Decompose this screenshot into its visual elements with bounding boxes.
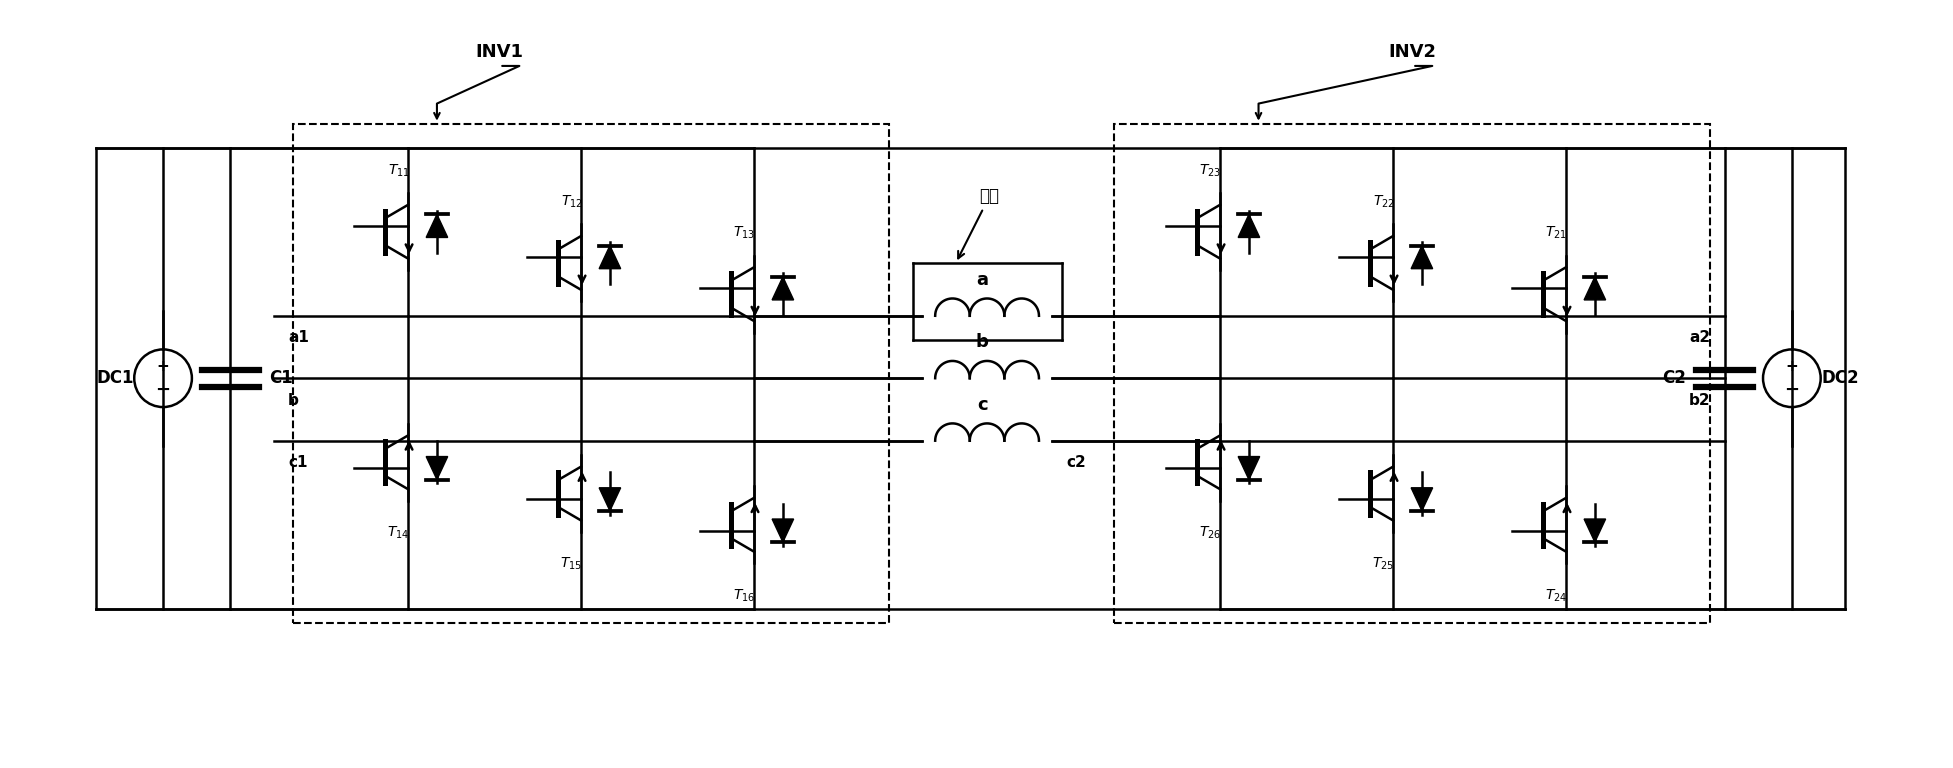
Text: $T_{23}$: $T_{23}$ <box>1199 163 1221 179</box>
Text: b2: b2 <box>1689 392 1711 408</box>
Text: INV1: INV1 <box>475 43 523 61</box>
Text: C1: C1 <box>270 369 293 387</box>
Text: $T_{12}$: $T_{12}$ <box>561 194 582 210</box>
Text: $T_{13}$: $T_{13}$ <box>734 225 756 241</box>
Text: b: b <box>976 333 988 351</box>
Text: $T_{22}$: $T_{22}$ <box>1373 194 1394 210</box>
Text: +: + <box>1785 359 1799 374</box>
Text: −: − <box>156 381 170 399</box>
Polygon shape <box>426 456 447 479</box>
Polygon shape <box>1584 276 1605 300</box>
Text: $T_{26}$: $T_{26}$ <box>1199 525 1221 541</box>
Polygon shape <box>1412 488 1434 511</box>
Polygon shape <box>1238 214 1260 237</box>
Text: −: − <box>1785 381 1799 399</box>
Text: $T_{11}$: $T_{11}$ <box>387 163 410 179</box>
Text: c: c <box>976 396 988 414</box>
Text: c2: c2 <box>1066 455 1086 470</box>
Text: $T_{21}$: $T_{21}$ <box>1545 225 1568 241</box>
Text: +: + <box>156 359 170 374</box>
Text: DC1: DC1 <box>96 369 133 387</box>
Text: C2: C2 <box>1662 369 1685 387</box>
Polygon shape <box>1412 246 1434 269</box>
Text: INV2: INV2 <box>1389 43 1435 61</box>
Text: DC2: DC2 <box>1820 369 1859 387</box>
Text: c1: c1 <box>287 455 307 470</box>
Polygon shape <box>1584 519 1605 542</box>
Text: a: a <box>976 271 988 289</box>
Text: $T_{25}$: $T_{25}$ <box>1373 556 1394 572</box>
Text: a1: a1 <box>287 330 309 345</box>
Polygon shape <box>1238 456 1260 479</box>
Text: b: b <box>287 392 299 408</box>
Text: 短路: 短路 <box>959 187 1000 258</box>
Polygon shape <box>771 276 793 300</box>
Text: $T_{24}$: $T_{24}$ <box>1545 588 1568 604</box>
Text: $T_{15}$: $T_{15}$ <box>561 556 582 572</box>
Text: $T_{14}$: $T_{14}$ <box>387 525 410 541</box>
Polygon shape <box>771 519 793 542</box>
Text: $T_{16}$: $T_{16}$ <box>734 588 756 604</box>
Polygon shape <box>600 488 621 511</box>
Polygon shape <box>600 246 621 269</box>
Polygon shape <box>426 214 447 237</box>
Text: a2: a2 <box>1689 330 1711 345</box>
